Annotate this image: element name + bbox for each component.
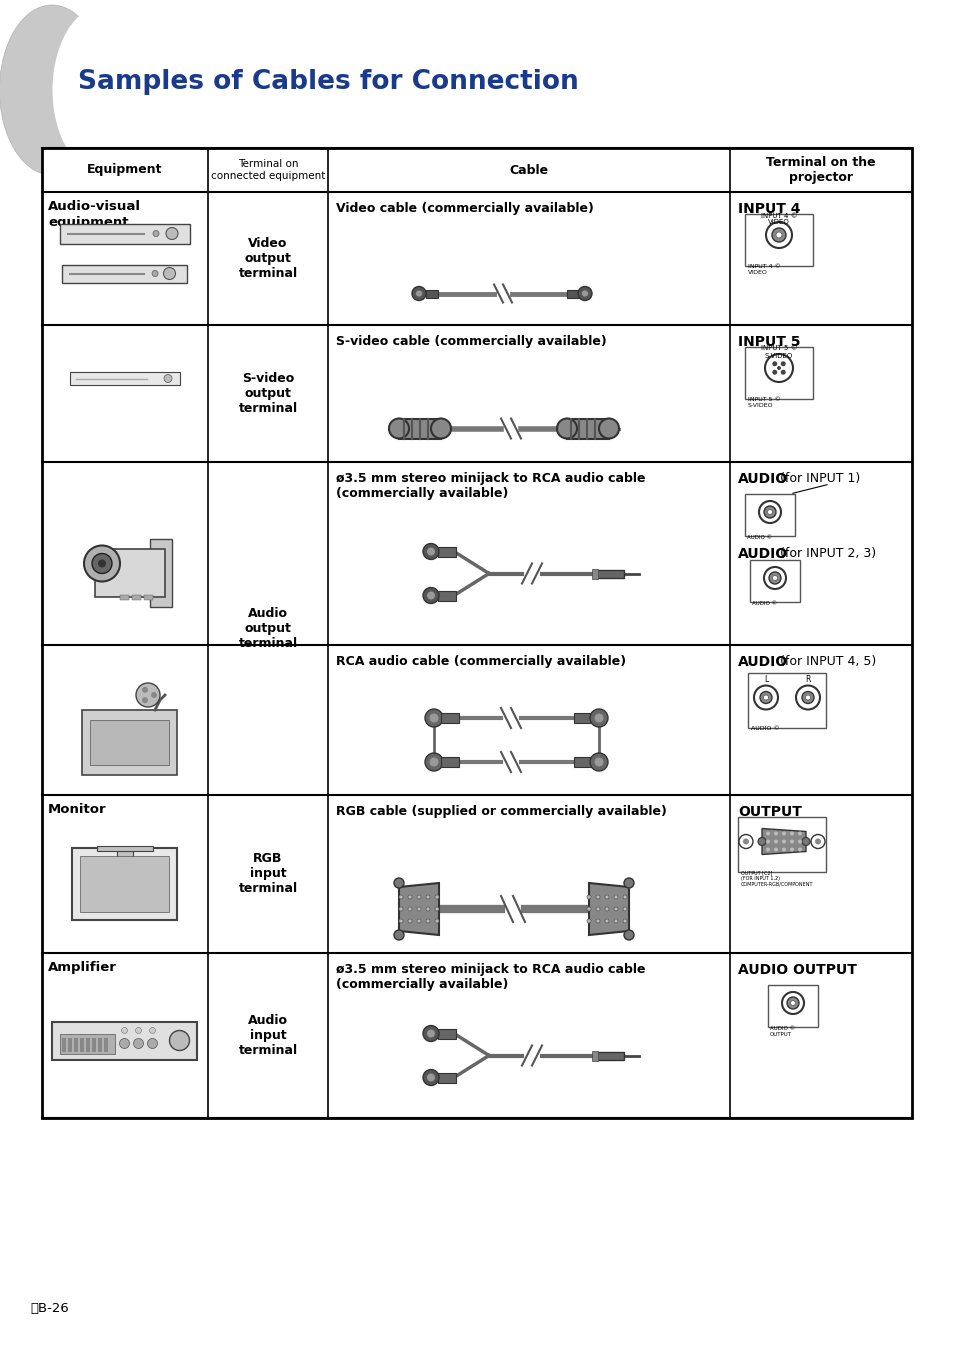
Circle shape xyxy=(578,287,592,300)
Circle shape xyxy=(398,895,402,899)
Circle shape xyxy=(408,907,412,911)
Circle shape xyxy=(767,510,772,514)
Circle shape xyxy=(170,1031,190,1050)
Bar xyxy=(749,560,800,602)
Circle shape xyxy=(427,548,435,556)
Circle shape xyxy=(604,907,608,911)
Text: AUDIO ©
OUTPUT: AUDIO © OUTPUT xyxy=(769,1026,794,1036)
Bar xyxy=(69,1038,72,1051)
Circle shape xyxy=(790,1000,795,1005)
Circle shape xyxy=(581,289,588,297)
Circle shape xyxy=(398,919,402,923)
Circle shape xyxy=(408,895,412,899)
Circle shape xyxy=(804,695,810,700)
Text: Video
output
terminal: Video output terminal xyxy=(238,237,297,280)
Bar xyxy=(98,1038,102,1051)
Circle shape xyxy=(426,907,430,911)
Circle shape xyxy=(416,907,420,911)
Circle shape xyxy=(424,752,442,771)
Circle shape xyxy=(623,930,634,940)
Circle shape xyxy=(765,840,769,844)
Text: RGB
input
terminal: RGB input terminal xyxy=(238,852,297,895)
Circle shape xyxy=(422,544,438,560)
Bar xyxy=(744,494,794,536)
Circle shape xyxy=(801,692,813,704)
Circle shape xyxy=(780,361,785,366)
Circle shape xyxy=(596,907,599,911)
Circle shape xyxy=(758,837,765,845)
Polygon shape xyxy=(761,829,805,855)
Circle shape xyxy=(614,895,618,899)
Text: Audio
output
terminal: Audio output terminal xyxy=(238,607,297,650)
Circle shape xyxy=(424,709,442,727)
Text: Video cable (commercially available): Video cable (commercially available) xyxy=(335,202,594,215)
Circle shape xyxy=(762,695,768,700)
Bar xyxy=(566,289,578,297)
Bar xyxy=(80,856,170,913)
Circle shape xyxy=(594,713,603,723)
Text: RCA audio cable (commercially available): RCA audio cable (commercially available) xyxy=(335,656,625,668)
Circle shape xyxy=(814,839,821,844)
Bar xyxy=(574,713,592,723)
Bar xyxy=(82,709,177,775)
Bar xyxy=(566,419,608,439)
Text: Audio
input
terminal: Audio input terminal xyxy=(238,1014,297,1057)
Circle shape xyxy=(797,832,801,836)
Circle shape xyxy=(781,848,785,852)
Circle shape xyxy=(416,919,420,923)
Circle shape xyxy=(594,758,603,766)
Circle shape xyxy=(151,692,157,699)
Text: INPUT 4 ©
VIDEO: INPUT 4 © VIDEO xyxy=(760,213,797,226)
Text: OUTPUT [C2]
(FOR INPUT 1,2)
COMPUTER-RGB/COMPONENT: OUTPUT [C2] (FOR INPUT 1,2) COMPUTER-RGB… xyxy=(740,870,813,887)
Circle shape xyxy=(133,1039,143,1049)
Bar xyxy=(60,223,190,244)
Circle shape xyxy=(772,576,777,580)
Circle shape xyxy=(408,919,412,923)
Text: equipment: equipment xyxy=(48,215,129,229)
Circle shape xyxy=(435,895,438,899)
Text: (for INPUT 4, 5): (for INPUT 4, 5) xyxy=(780,656,876,668)
Circle shape xyxy=(759,501,781,524)
Bar xyxy=(42,148,911,1119)
Circle shape xyxy=(98,560,106,568)
Polygon shape xyxy=(588,883,628,935)
Bar xyxy=(426,289,437,297)
Bar xyxy=(70,371,180,385)
Circle shape xyxy=(426,895,430,899)
Circle shape xyxy=(150,1027,155,1034)
Circle shape xyxy=(398,907,402,911)
Bar xyxy=(72,848,177,921)
Text: S-video
output
terminal: S-video output terminal xyxy=(238,371,297,415)
Bar xyxy=(744,214,812,267)
Circle shape xyxy=(598,419,618,439)
Circle shape xyxy=(394,878,403,888)
Bar xyxy=(63,1038,67,1051)
Text: ø3.5 mm stereo minijack to RCA audio cable
(commercially available): ø3.5 mm stereo minijack to RCA audio cab… xyxy=(335,962,645,991)
Text: AUDIO ©: AUDIO © xyxy=(750,725,779,731)
Text: ø3.5 mm stereo minijack to RCA audio cable
(commercially available): ø3.5 mm stereo minijack to RCA audio cab… xyxy=(335,472,645,499)
Text: Terminal on the
projector: Terminal on the projector xyxy=(765,156,875,184)
Circle shape xyxy=(623,878,634,888)
Ellipse shape xyxy=(0,5,105,175)
Circle shape xyxy=(91,553,112,573)
Text: Cable: Cable xyxy=(509,163,548,176)
Text: Samples of Cables for Connection: Samples of Cables for Connection xyxy=(78,69,578,96)
Text: ⓖB-26: ⓖB-26 xyxy=(30,1302,69,1315)
Circle shape xyxy=(768,572,781,584)
Bar xyxy=(52,1022,197,1059)
Bar xyxy=(592,568,598,579)
Text: INPUT 5 ©
S-VIDEO: INPUT 5 © S-VIDEO xyxy=(760,346,797,358)
Bar xyxy=(92,1038,96,1051)
Circle shape xyxy=(586,919,590,923)
Text: AUDIO: AUDIO xyxy=(738,472,787,486)
Circle shape xyxy=(412,287,426,300)
Circle shape xyxy=(773,832,778,836)
Circle shape xyxy=(765,848,769,852)
Bar xyxy=(767,985,817,1027)
Bar xyxy=(398,419,440,439)
Bar xyxy=(440,713,458,723)
Circle shape xyxy=(771,370,777,374)
Circle shape xyxy=(586,907,590,911)
Bar xyxy=(747,673,825,728)
Circle shape xyxy=(589,709,607,727)
